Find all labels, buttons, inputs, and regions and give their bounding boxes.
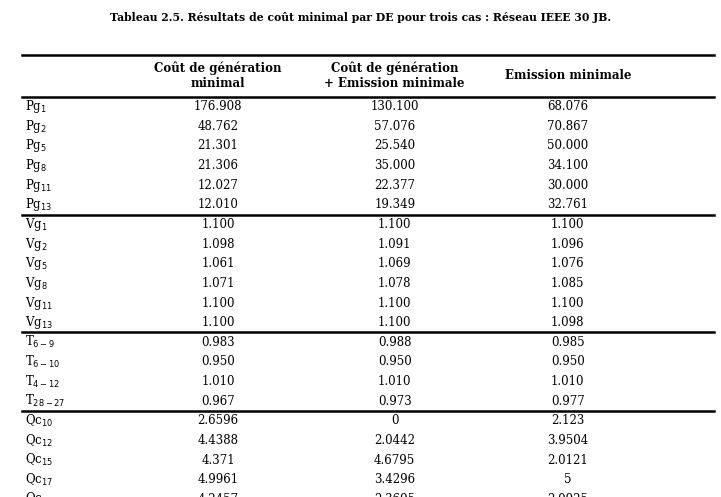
Text: 1.100: 1.100 xyxy=(378,218,412,231)
Text: 1.071: 1.071 xyxy=(201,277,235,290)
Text: 48.762: 48.762 xyxy=(198,120,239,133)
Text: 1.098: 1.098 xyxy=(201,238,235,250)
Text: 0.950: 0.950 xyxy=(201,355,235,368)
Text: T$_{28-27}$: T$_{28-27}$ xyxy=(25,393,66,409)
Text: 1.069: 1.069 xyxy=(378,257,412,270)
Text: 70.867: 70.867 xyxy=(547,120,588,133)
Text: Pg$_5$: Pg$_5$ xyxy=(25,138,48,155)
Text: 32.761: 32.761 xyxy=(547,198,588,211)
Text: 2.0925: 2.0925 xyxy=(547,493,588,497)
Text: 1.078: 1.078 xyxy=(378,277,412,290)
Text: Tableau 2.5. Résultats de coût minimal par DE pour trois cas : Réseau IEEE 30 JB: Tableau 2.5. Résultats de coût minimal p… xyxy=(110,12,611,23)
Text: Emission minimale: Emission minimale xyxy=(505,69,631,83)
Text: Qc$_{10}$: Qc$_{10}$ xyxy=(25,413,53,429)
Text: Qc$_{15}$: Qc$_{15}$ xyxy=(25,452,53,468)
Text: Pg$_8$: Pg$_8$ xyxy=(25,157,48,174)
Text: Vg$_2$: Vg$_2$ xyxy=(25,236,48,252)
Text: 1.100: 1.100 xyxy=(201,297,235,310)
Text: 12.010: 12.010 xyxy=(198,198,239,211)
Text: Pg$_2$: Pg$_2$ xyxy=(25,118,47,135)
Text: 1.091: 1.091 xyxy=(378,238,412,250)
Text: 2.123: 2.123 xyxy=(551,414,585,427)
Text: Qc$_{17}$: Qc$_{17}$ xyxy=(25,472,53,488)
Text: 1.100: 1.100 xyxy=(378,316,412,329)
Text: 21.301: 21.301 xyxy=(198,140,239,153)
Text: 1.096: 1.096 xyxy=(551,238,585,250)
Text: 12.027: 12.027 xyxy=(198,179,239,192)
Text: 34.100: 34.100 xyxy=(547,159,588,172)
Text: 50.000: 50.000 xyxy=(547,140,588,153)
Text: 0.985: 0.985 xyxy=(551,336,585,349)
Text: Vg$_8$: Vg$_8$ xyxy=(25,275,48,292)
Text: 176.908: 176.908 xyxy=(194,100,242,113)
Text: 0.950: 0.950 xyxy=(378,355,412,368)
Text: 57.076: 57.076 xyxy=(374,120,415,133)
Text: 1.098: 1.098 xyxy=(551,316,585,329)
Text: 1.100: 1.100 xyxy=(378,297,412,310)
Text: 1.100: 1.100 xyxy=(201,218,235,231)
Text: 1.085: 1.085 xyxy=(551,277,585,290)
Text: 1.100: 1.100 xyxy=(551,297,585,310)
Text: T$_{4-12}$: T$_{4-12}$ xyxy=(25,374,60,390)
Text: 0.973: 0.973 xyxy=(378,395,412,408)
Text: 0.977: 0.977 xyxy=(551,395,585,408)
Text: 68.076: 68.076 xyxy=(547,100,588,113)
Text: Coût de génération
+ Emission minimale: Coût de génération + Emission minimale xyxy=(324,62,465,90)
Text: 30.000: 30.000 xyxy=(547,179,588,192)
Text: Qc$_{20}$: Qc$_{20}$ xyxy=(25,492,53,497)
Text: 22.377: 22.377 xyxy=(374,179,415,192)
Text: Qc$_{12}$: Qc$_{12}$ xyxy=(25,432,53,448)
Text: 3.9504: 3.9504 xyxy=(547,434,588,447)
Text: Vg$_1$: Vg$_1$ xyxy=(25,216,48,233)
Text: 2.3695: 2.3695 xyxy=(374,493,415,497)
Text: 35.000: 35.000 xyxy=(374,159,415,172)
Text: T$_{6-9}$: T$_{6-9}$ xyxy=(25,334,55,350)
Text: Vg$_5$: Vg$_5$ xyxy=(25,255,48,272)
Text: 1.010: 1.010 xyxy=(201,375,235,388)
Text: 1.010: 1.010 xyxy=(378,375,412,388)
Text: 5: 5 xyxy=(564,473,572,486)
Text: Vg$_{11}$: Vg$_{11}$ xyxy=(25,295,53,312)
Text: 4.2457: 4.2457 xyxy=(198,493,239,497)
Text: 4.6795: 4.6795 xyxy=(374,454,415,467)
Text: 1.076: 1.076 xyxy=(551,257,585,270)
Text: 0.967: 0.967 xyxy=(201,395,235,408)
Text: 130.100: 130.100 xyxy=(371,100,419,113)
Text: 0.988: 0.988 xyxy=(378,336,412,349)
Text: 0: 0 xyxy=(391,414,399,427)
Text: Pg$_{13}$: Pg$_{13}$ xyxy=(25,196,53,213)
Text: 2.0442: 2.0442 xyxy=(374,434,415,447)
Text: Pg$_1$: Pg$_1$ xyxy=(25,98,48,115)
Text: 4.4388: 4.4388 xyxy=(198,434,239,447)
Text: 19.349: 19.349 xyxy=(374,198,415,211)
Text: Vg$_{13}$: Vg$_{13}$ xyxy=(25,314,53,331)
Text: 0.950: 0.950 xyxy=(551,355,585,368)
Text: Pg$_{11}$: Pg$_{11}$ xyxy=(25,177,53,194)
Text: 1.100: 1.100 xyxy=(201,316,235,329)
Text: T$_{6-10}$: T$_{6-10}$ xyxy=(25,354,61,370)
Text: 1.100: 1.100 xyxy=(551,218,585,231)
Text: 25.540: 25.540 xyxy=(374,140,415,153)
Text: 0.983: 0.983 xyxy=(201,336,235,349)
Text: 4.9961: 4.9961 xyxy=(198,473,239,486)
Text: 2.6596: 2.6596 xyxy=(198,414,239,427)
Text: 1.061: 1.061 xyxy=(201,257,235,270)
Text: 3.4296: 3.4296 xyxy=(374,473,415,486)
Text: 4.371: 4.371 xyxy=(201,454,235,467)
Text: Coût de génération
minimal: Coût de génération minimal xyxy=(154,62,282,90)
Text: 2.0121: 2.0121 xyxy=(547,454,588,467)
Text: 1.010: 1.010 xyxy=(551,375,585,388)
Text: 21.306: 21.306 xyxy=(198,159,239,172)
